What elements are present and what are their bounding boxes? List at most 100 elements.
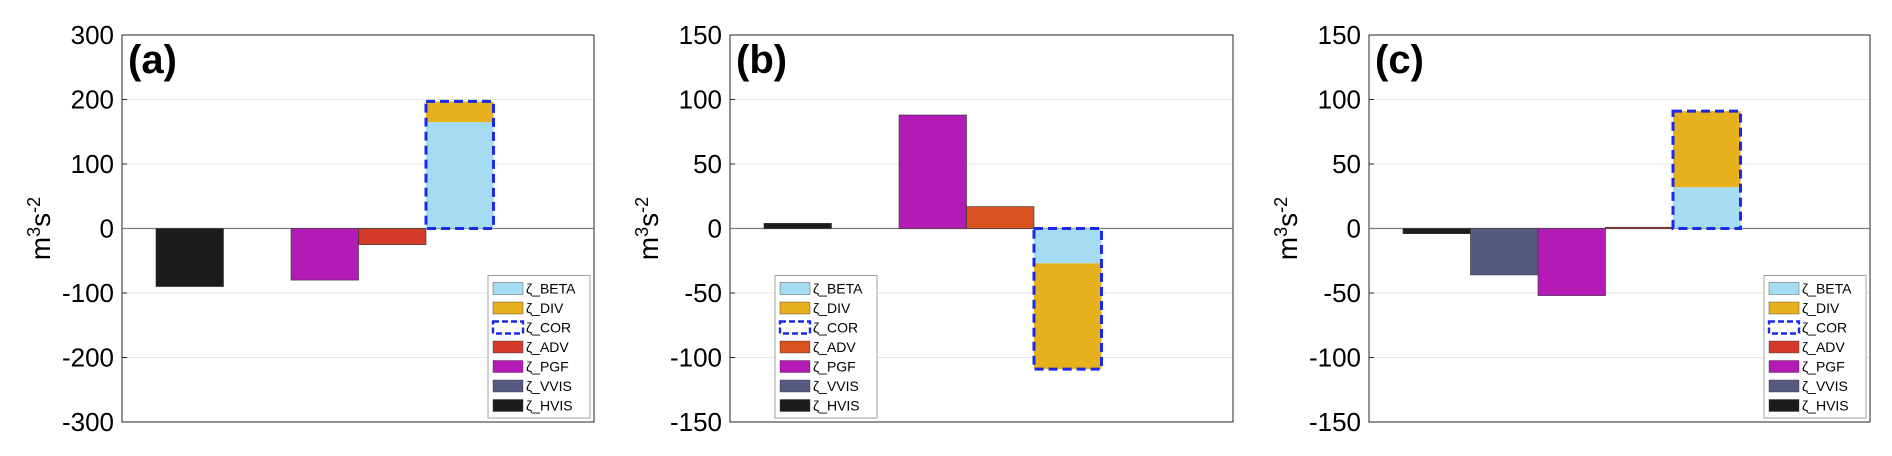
legend-swatch-adv [492, 340, 524, 354]
y-tick-label: -200 [62, 343, 114, 373]
legend-label: ζ_BETA [1802, 281, 1852, 297]
y-axis-label-text: s [25, 213, 56, 227]
legend-label: ζ_PGF [813, 359, 856, 375]
bar-div [1034, 263, 1102, 370]
legend-label: ζ_BETA [813, 281, 863, 297]
legend-swatch-div [779, 301, 811, 315]
bar-cor-outline [424, 99, 495, 230]
panel-label: (c) [1375, 38, 1424, 82]
legend-swatch-cor [778, 320, 812, 335]
y-tick-label: -150 [670, 407, 722, 437]
y-tick-label: -150 [1309, 407, 1361, 437]
bar-cor-outline [1032, 227, 1103, 371]
panel-label: (b) [736, 38, 787, 82]
legend-label: ζ_PGF [1802, 359, 1845, 375]
legend-swatch-adv [1768, 340, 1800, 354]
y-tick-label: 0 [708, 214, 722, 244]
legend-label: ζ_VVIS [813, 378, 859, 394]
y-tick-label: 300 [71, 20, 114, 50]
legend-swatch-vvis [492, 379, 524, 393]
panel-2: -150-100-50050100150(b)m3s-2ζ_BETAζ_DIVζ… [632, 20, 1234, 437]
legend-swatch-adv [779, 340, 811, 354]
bar-hvis [155, 228, 224, 287]
legend-label: ζ_ADV [1802, 339, 1845, 355]
legend-label: ζ_DIV [526, 300, 564, 316]
y-tick-label: -50 [1323, 278, 1361, 308]
y-tick-label: -300 [62, 407, 114, 437]
legend-swatch-beta [492, 282, 524, 295]
legend-swatch-pgf [492, 360, 524, 373]
legend-label: ζ_ADV [526, 339, 569, 355]
legend-label: ζ_PGF [526, 359, 569, 375]
y-tick-label: 0 [100, 214, 114, 244]
y-axis-label-superscript: 3 [632, 227, 652, 237]
legend-label: ζ_ADV [813, 339, 856, 355]
legend-swatch-hvis [492, 399, 524, 412]
y-tick-label: 50 [1332, 149, 1361, 179]
bar-beta [1034, 228, 1102, 264]
legend-swatch-beta [1768, 282, 1800, 295]
y-tick-label: -100 [62, 278, 114, 308]
y-axis-label-text: m [1272, 237, 1303, 260]
y-tick-label: 100 [71, 149, 114, 179]
panel-label: (a) [128, 38, 177, 82]
y-tick-label: 200 [71, 85, 114, 115]
legend-label: ζ_COR [526, 320, 571, 336]
y-tick-label: 0 [1347, 214, 1361, 244]
panel-1: -300 -200 -100 0 100 200 300 (a) m3s-2 ζ_BETA ζ_DI… [24, 20, 595, 437]
y-tick-label: 150 [679, 20, 722, 50]
legend-swatch-div [492, 301, 524, 315]
y-axis-label: m3s-2 [632, 197, 664, 260]
y-axis-label-text: s [633, 213, 664, 227]
bar-div [426, 101, 494, 123]
bar-adv [1605, 226, 1674, 229]
bar-beta [426, 122, 494, 229]
legend-swatch-cor [1767, 320, 1801, 335]
legend: ζ_BETA ζ_DIV ζ_COR ζ_ADV ζ_PGF ζ_VVIS ζ_HVIS [1763, 275, 1867, 419]
y-axis-label-superscript: -2 [632, 197, 652, 213]
bar-adv [358, 228, 427, 245]
legend-swatch-hvis [779, 399, 811, 412]
bar-div [1673, 111, 1741, 188]
y-axis-label: m3s-2 [1271, 197, 1303, 260]
legend-label: ζ_DIV [813, 300, 851, 316]
legend-swatch-hvis [1768, 399, 1800, 412]
bar-pgf [1537, 228, 1606, 296]
legend-label: ζ_COR [813, 320, 858, 336]
legend-label: ζ_HVIS [526, 398, 573, 414]
bar-pgf [290, 228, 359, 281]
bar-beta [1673, 187, 1741, 229]
legend-label: ζ_DIV [1802, 300, 1840, 316]
legend: ζ_BETA ζ_DIV ζ_COR ζ_ADV ζ_PGF ζ_VVIS ζ_HVIS [774, 275, 878, 419]
legend-label: ζ_BETA [526, 281, 576, 297]
y-axis-label-superscript: 3 [1271, 227, 1291, 237]
legend-label: ζ_VVIS [1802, 378, 1848, 394]
y-tick-label: -50 [684, 278, 722, 308]
y-axis-label-text: s [1272, 213, 1303, 227]
y-tick-label: -100 [670, 343, 722, 373]
y-axis-label-text: m [633, 237, 664, 260]
legend-label: ζ_VVIS [526, 378, 572, 394]
legend-swatch-beta [779, 282, 811, 295]
legend-swatch-cor [491, 320, 525, 335]
y-axis-label-superscript: -2 [24, 197, 44, 213]
y-axis-label-text: m [25, 237, 56, 260]
legend-label: ζ_HVIS [813, 398, 860, 414]
bar-hvis [1402, 228, 1471, 234]
legend-swatch-div [1768, 301, 1800, 315]
y-axis-label-superscript: 3 [24, 227, 44, 237]
y-tick-label: 50 [693, 149, 722, 179]
y-tick-label: 100 [679, 85, 722, 115]
legend: ζ_BETA ζ_DIV ζ_COR ζ_ADV ζ_PGF ζ_VVIS ζ_HVIS [487, 275, 591, 419]
legend-swatch-pgf [779, 360, 811, 373]
y-axis-label-superscript: -2 [1271, 197, 1291, 213]
panel-3: -150-100-50050100150(c)m3s-2ζ_BETAζ_DIVζ… [1271, 20, 1871, 437]
bar-pgf [898, 114, 967, 229]
bar-adv [966, 206, 1035, 229]
bar-hvis [763, 223, 832, 229]
bar-cor-outline [1671, 109, 1742, 230]
y-tick-label: 100 [1318, 85, 1361, 115]
legend-swatch-vvis [779, 379, 811, 393]
